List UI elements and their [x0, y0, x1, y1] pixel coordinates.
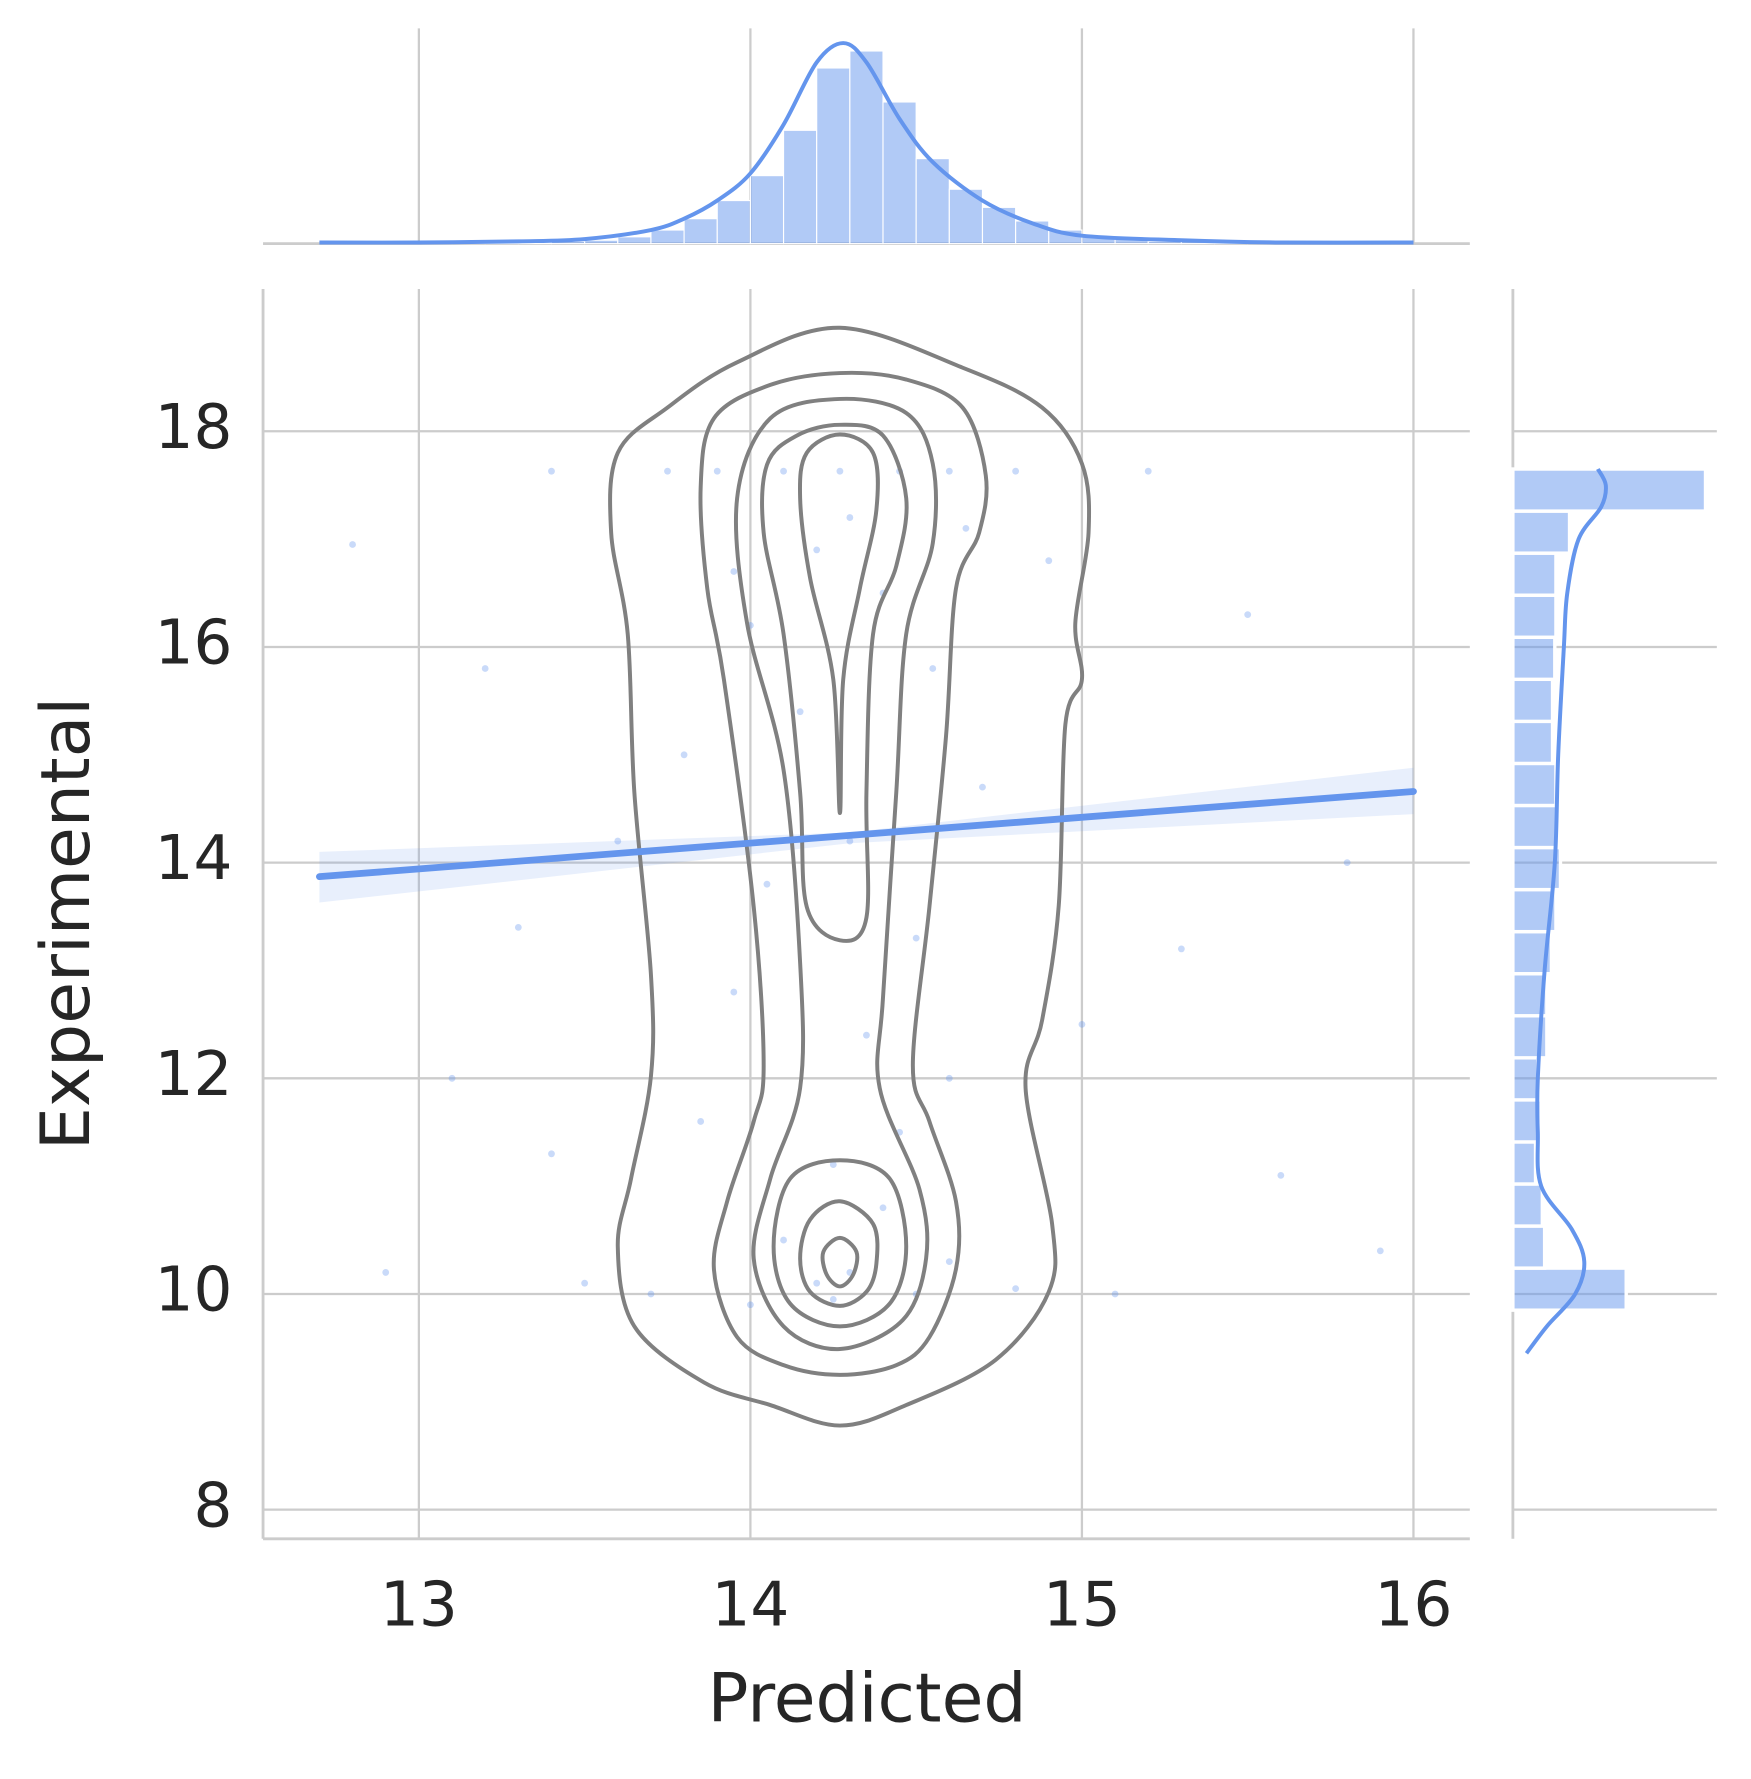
histogram-bar	[1511, 1056, 1540, 1102]
x-tick-label: 13	[380, 1570, 458, 1641]
histogram-bar	[1511, 761, 1558, 808]
scatter-point	[746, 1301, 754, 1309]
y-axis-label: Experimental	[27, 697, 106, 1150]
scatter-point	[829, 1295, 837, 1303]
scatter-point	[1376, 1247, 1384, 1255]
scatter-point	[846, 514, 854, 521]
density-contour	[771, 1158, 909, 1329]
density-contour	[820, 1235, 860, 1289]
histogram-bar	[882, 101, 917, 245]
scatter-point	[664, 467, 671, 475]
scatter-point	[813, 546, 821, 554]
scatter-point	[382, 1269, 390, 1276]
x-tick-label: 14	[711, 1570, 789, 1641]
x-axis-label: Predicted	[707, 1660, 1026, 1739]
scatter-point	[614, 837, 622, 845]
scatter-point	[448, 1074, 456, 1082]
histogram-bar	[1511, 1266, 1628, 1312]
histogram-bar	[782, 129, 818, 245]
scatter-point	[647, 1290, 655, 1298]
x-tick-label: 16	[1375, 1570, 1453, 1641]
scatter-point	[829, 1161, 837, 1168]
scatter-point	[813, 1279, 821, 1287]
scatter-point	[680, 751, 688, 759]
histogram-bar	[749, 175, 785, 245]
scatter-point	[1277, 1171, 1285, 1179]
density-contour	[608, 325, 1092, 1428]
scatter-point	[1012, 467, 1020, 475]
scatter-point	[796, 708, 804, 716]
histogram-bar	[1511, 803, 1560, 850]
scatter-point	[945, 1258, 953, 1266]
density-contour	[798, 432, 880, 816]
histogram-bar	[1511, 593, 1558, 639]
histogram-bar	[1511, 719, 1555, 766]
scatter-point	[979, 783, 986, 791]
scatter-point	[1144, 467, 1152, 475]
x-tick-label: 15	[1043, 1570, 1121, 1641]
histogram-bar	[1511, 509, 1572, 555]
kde-line	[1524, 468, 1608, 1355]
density-contour	[760, 422, 909, 943]
scatter-point	[548, 1150, 555, 1158]
scatter-point	[697, 1118, 705, 1125]
histogram-bar	[1511, 677, 1555, 724]
scatter-point	[945, 467, 953, 475]
scatter-point	[1177, 945, 1185, 953]
histogram-bar	[816, 67, 851, 245]
scatter-point	[1244, 611, 1252, 619]
scatter-point	[1343, 859, 1351, 867]
scatter-point	[763, 880, 771, 888]
density-contour	[798, 1199, 880, 1308]
scatter-point	[1045, 557, 1053, 565]
scatter-point	[1111, 1290, 1119, 1298]
scatter-point	[481, 665, 489, 672]
scatter-point	[846, 837, 854, 845]
scatter-point	[730, 988, 738, 996]
histogram-bar	[1511, 1140, 1538, 1186]
histogram-bar	[1511, 1224, 1547, 1270]
histogram-bar	[650, 229, 685, 245]
scatter-point	[780, 467, 787, 475]
scatter-point	[349, 541, 356, 548]
regression-line	[316, 788, 1417, 881]
y-tick-label: 18	[155, 392, 233, 463]
scatter-point	[730, 568, 738, 575]
density-contour	[733, 396, 938, 1351]
y-tick-label: 14	[155, 823, 233, 894]
histogram-bar	[1511, 551, 1558, 597]
scatter-point	[863, 1031, 870, 1039]
scatter-point	[962, 524, 970, 532]
scatter-point	[945, 1074, 953, 1082]
histogram-bar	[617, 236, 652, 245]
scatter-point	[1078, 1020, 1086, 1028]
scatter-point	[836, 467, 844, 475]
scatter-point	[912, 934, 920, 942]
histogram-bar	[1511, 467, 1708, 513]
scatter-point	[514, 923, 522, 931]
kde-line	[319, 41, 1414, 245]
scatter-point	[548, 467, 555, 475]
y-tick-label: 8	[194, 1470, 233, 1541]
histogram-bar	[716, 199, 751, 245]
density-contour	[698, 370, 989, 1377]
histogram-bar	[1511, 1182, 1545, 1228]
histogram-bar	[1511, 635, 1557, 682]
scatter-point	[1012, 1285, 1020, 1292]
y-tick-label: 16	[155, 608, 233, 679]
scatter-point	[780, 1236, 787, 1244]
histogram-bar	[584, 239, 619, 245]
scatter-point	[713, 467, 721, 475]
y-tick-label: 10	[155, 1255, 233, 1326]
scatter-point	[581, 1279, 589, 1287]
y-tick-label: 12	[155, 1039, 233, 1110]
scatter-point	[879, 1204, 887, 1212]
scatter-point	[929, 665, 937, 672]
histogram-bar	[683, 218, 718, 245]
